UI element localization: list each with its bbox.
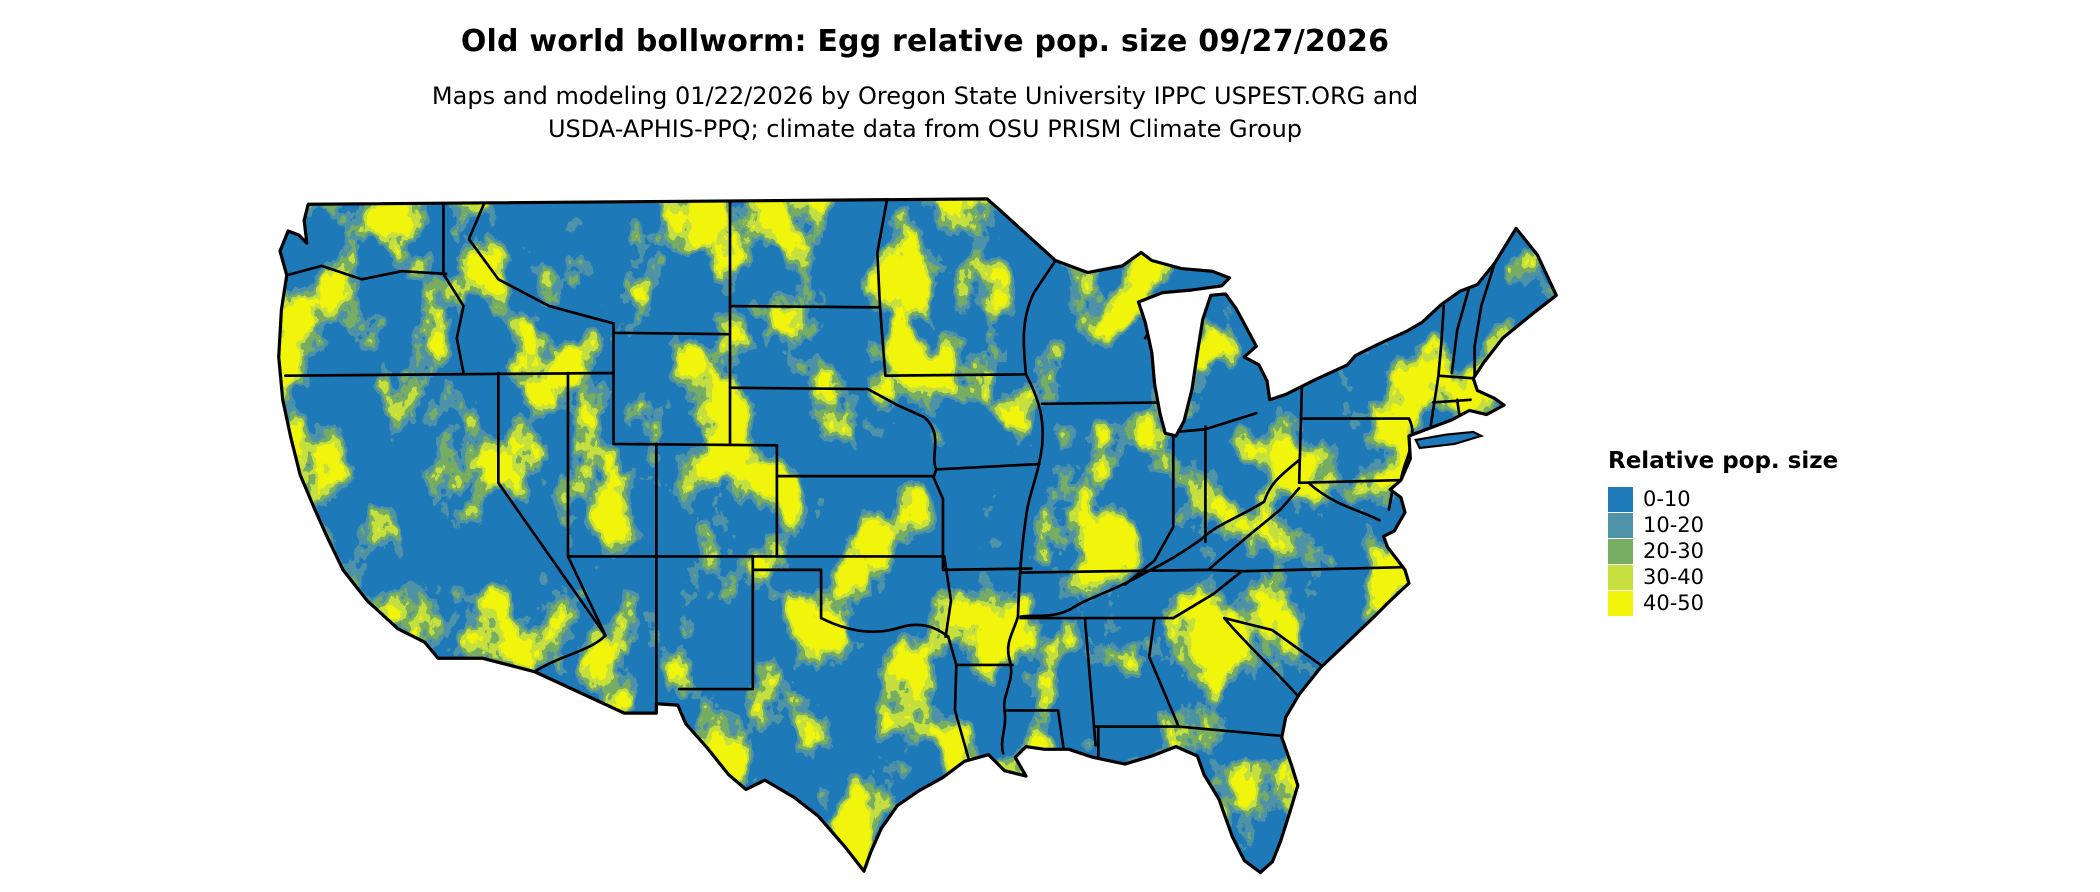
legend-item: 20-30: [1608, 538, 1938, 564]
map-legend: Relative pop. size 0-10 10-20 20-30 30-4…: [1608, 448, 1938, 616]
legend-label-30-40: 30-40: [1643, 565, 1705, 589]
legend-label-40-50: 40-50: [1643, 591, 1705, 615]
state-borders-west: [284, 200, 950, 707]
legend-label-20-30: 20-30: [1643, 539, 1705, 563]
state-borders-midwest: [728, 200, 1164, 765]
long-island: [1414, 430, 1485, 450]
legend-item: 40-50: [1608, 590, 1938, 616]
us-map-svg: [277, 197, 1558, 875]
subtitle-line-1: Maps and modeling 01/22/2026 by Oregon S…: [431, 82, 1419, 110]
legend-swatch-20-30: [1608, 538, 1633, 564]
population-raster: [278, 198, 1557, 873]
legend-swatch-40-50: [1608, 590, 1633, 616]
legend-item: 30-40: [1608, 564, 1938, 590]
page-subtitle: Maps and modeling 01/22/2026 by Oregon S…: [0, 80, 1850, 146]
us-population-map: [268, 172, 1567, 882]
legend-swatch-30-40: [1608, 564, 1633, 590]
legend-label-0-10: 0-10: [1643, 487, 1691, 511]
legend-title: Relative pop. size: [1608, 448, 1839, 474]
legend-swatch-10-20: [1608, 512, 1633, 538]
legend-item: 0-10: [1608, 486, 1938, 512]
state-borders-east: [1003, 261, 1497, 759]
subtitle-line-2: USDA-APHIS-PPQ; climate data from OSU PR…: [547, 115, 1303, 143]
legend-item: 10-20: [1608, 512, 1938, 538]
legend-label-10-20: 10-20: [1643, 513, 1705, 537]
legend-swatch-0-10: [1608, 486, 1633, 512]
page-title: Old world bollworm: Egg relative pop. si…: [460, 24, 1390, 59]
